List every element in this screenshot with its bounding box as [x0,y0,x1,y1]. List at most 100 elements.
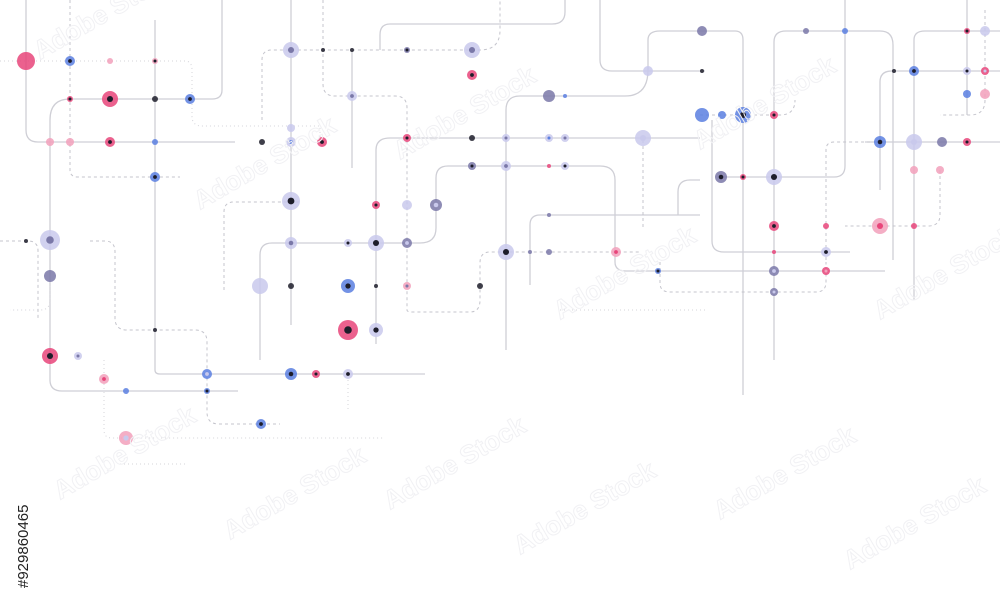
node [252,278,268,294]
line [190,0,223,100]
watermark: Adobe Stock [188,109,341,215]
node [17,52,35,70]
node-core [502,248,510,256]
node [543,90,555,102]
node [892,69,896,73]
node-core [102,377,106,381]
line [49,240,238,392]
node-core [877,139,883,145]
node [469,135,475,141]
node-core [772,269,776,273]
node-core [320,140,324,144]
node-core [205,372,209,376]
node-core [287,46,295,54]
node-core [68,59,72,63]
line [711,120,850,253]
node [402,200,412,210]
line [529,214,700,285]
node-core [372,239,380,247]
dashed-line [0,240,39,320]
watermark: Adobe Stock [548,219,701,325]
circuit-lines [25,0,1000,395]
watermark: Adobe Stock [378,409,531,515]
watermark: Adobe Stock [708,419,861,525]
node [24,239,28,243]
dashed-line [659,262,827,293]
node [547,213,551,217]
dashed-line [322,0,640,313]
line [879,70,1000,190]
watermark: Adobe Stock [388,59,541,165]
node-core [563,136,567,140]
node-core [405,136,409,140]
dashed-line [261,0,501,120]
node [477,283,483,289]
node-core [770,173,778,181]
node-core [912,69,916,73]
node-core [547,136,551,140]
node [963,90,971,98]
line [599,0,705,72]
node-core [106,95,114,103]
node-core [346,372,350,376]
watermark: Adobe Stock [48,399,201,505]
node [153,328,157,332]
line [505,30,744,395]
node [643,66,653,76]
node [823,223,829,229]
node [842,28,848,34]
node [547,164,551,168]
node-core [824,269,828,273]
node-core [504,136,508,140]
node-core [344,326,352,334]
node [152,139,158,145]
node [350,48,354,52]
node-core [405,284,409,288]
node-core [614,250,618,254]
node [936,166,944,174]
dashed-line [90,240,280,425]
node-core [153,59,157,63]
node-core [910,138,918,146]
watermarks: Adobe Stock Adobe Stock Adobe Stock Adob… [28,0,1000,576]
node-core [205,389,209,393]
node-core [739,111,747,119]
node-core [153,175,157,179]
node [66,138,74,146]
node [980,26,990,36]
node [44,270,56,282]
node [46,138,54,146]
node-core [288,371,294,377]
watermark: Adobe Stock [508,454,661,560]
line [677,179,700,215]
node-core [433,202,439,208]
node-core [772,290,776,294]
node [546,249,552,255]
line [720,0,846,178]
node-core [772,113,776,117]
watermark: Adobe Stock [868,219,1000,325]
dashed-lines [0,0,986,425]
node-core [876,222,884,230]
line [773,30,894,360]
node-core [656,269,660,273]
node-core [373,327,379,333]
dashed-line [700,99,796,116]
dashed-line [940,10,986,116]
node [772,250,776,254]
node [718,111,726,119]
node-core [772,224,776,228]
node-core [965,29,969,33]
nodes [17,26,990,445]
node [803,28,809,34]
dotted-lines [0,60,705,465]
node-core [718,174,724,180]
node-core [346,241,350,245]
node [288,283,294,289]
node-core [405,241,409,245]
node [563,94,567,98]
node [123,388,129,394]
node [697,26,707,36]
node [937,137,947,147]
node-core [288,240,294,246]
